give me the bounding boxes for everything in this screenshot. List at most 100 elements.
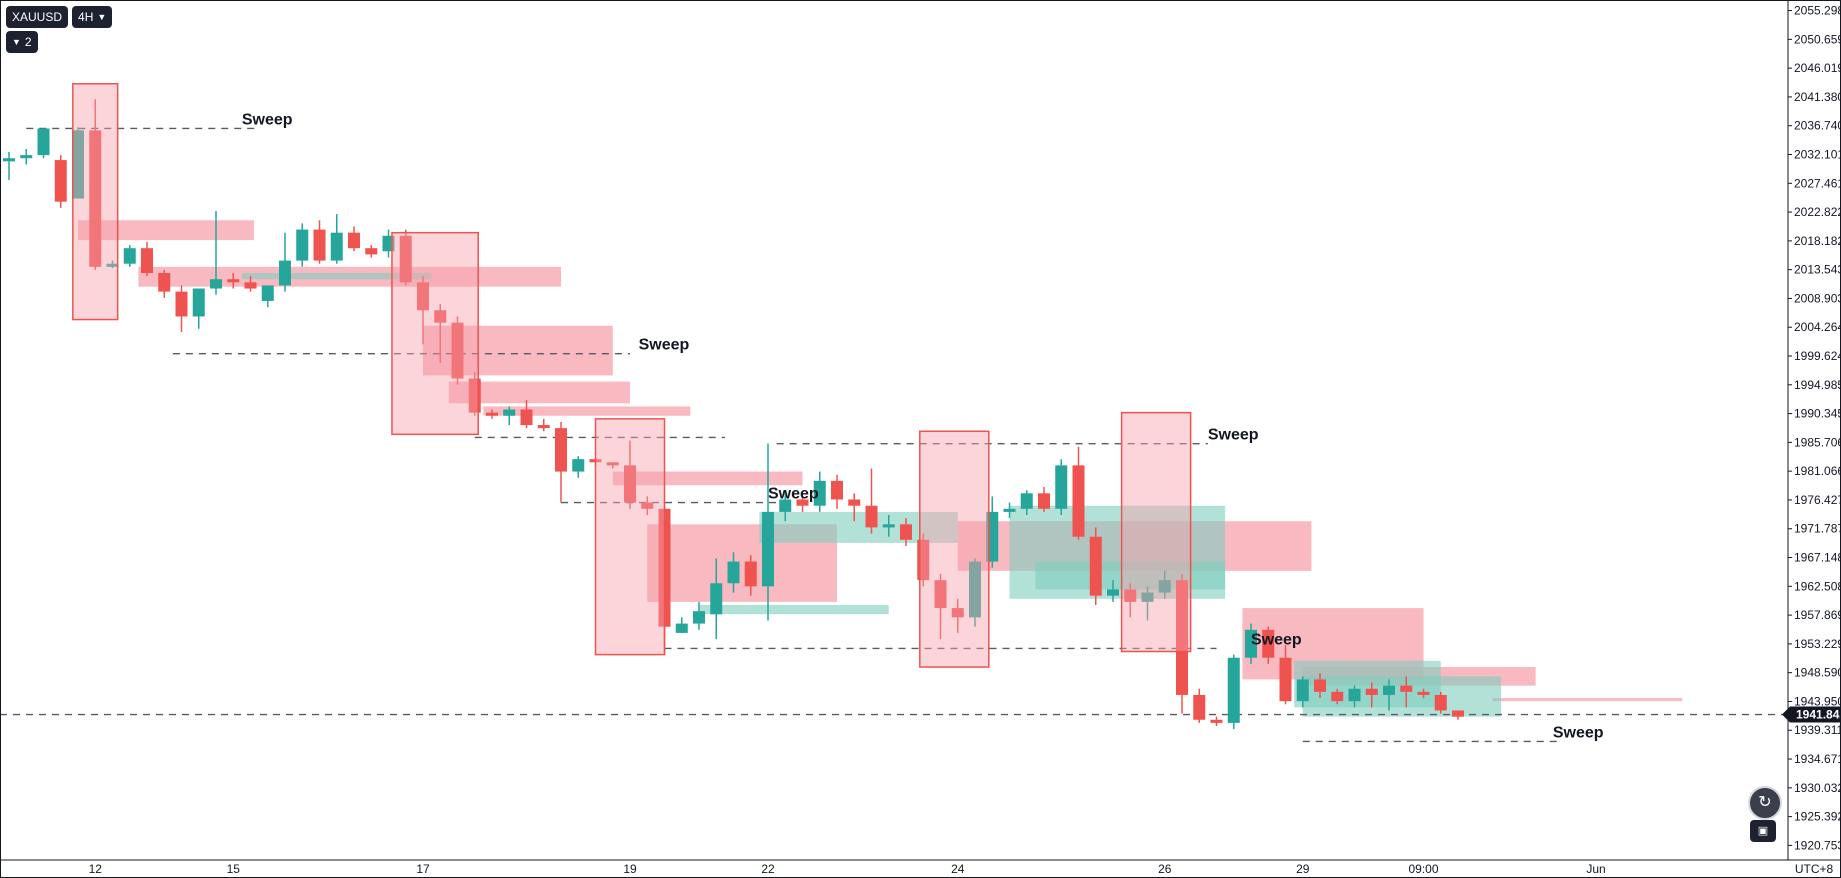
candle <box>1193 688 1206 723</box>
order-block-box <box>1120 411 1192 653</box>
price-tick-label: 1925.392 <box>1794 810 1841 824</box>
candle-body <box>641 502 654 509</box>
candle-body <box>1227 657 1240 723</box>
candle-body <box>848 499 861 506</box>
candle <box>693 601 705 630</box>
candle-body <box>520 409 533 426</box>
candle <box>537 418 550 432</box>
price-tick-label: 2055.298 <box>1794 4 1841 18</box>
chevron-down-icon: ▼ <box>97 12 107 22</box>
candle <box>1124 583 1137 618</box>
price-tick-label: 1967.148 <box>1794 551 1841 565</box>
timezone-label: UTC+8 <box>1795 862 1834 876</box>
candle <box>934 573 947 640</box>
green-zone <box>241 273 432 280</box>
candle-body <box>1141 592 1154 602</box>
price-tick-label: 2046.019 <box>1794 61 1841 75</box>
time-axis[interactable]: 12 15 17 19 22 24 26 29 09:00 Jun UTC+8 <box>0 859 1841 878</box>
candle <box>417 276 429 345</box>
candle-body <box>3 158 15 162</box>
candle-body <box>261 285 274 301</box>
candle-body <box>1383 685 1395 695</box>
candle-body <box>934 580 947 609</box>
price-tick-label: 2050.659 <box>1794 32 1841 46</box>
sweep-labels-layer: Sweep Sweep Sweep Sweep Sweep Sweep <box>242 111 1604 741</box>
candle <box>572 456 585 478</box>
candle <box>1038 487 1050 512</box>
candle <box>606 462 619 469</box>
candle-body <box>969 561 981 618</box>
time-axis-background <box>0 860 1841 878</box>
candle <box>951 598 964 633</box>
candle <box>1141 586 1154 621</box>
candle-body <box>831 480 843 500</box>
current-price-label: 1941.842 <box>1796 708 1841 722</box>
candle-body <box>365 248 378 255</box>
candle-body <box>865 505 878 528</box>
candle <box>1176 573 1188 714</box>
candle <box>210 210 222 295</box>
zones-layer <box>78 220 1683 717</box>
candle <box>54 155 67 208</box>
candle-body <box>1038 493 1050 509</box>
candle <box>555 421 567 503</box>
candle-body <box>123 248 136 264</box>
candle <box>89 99 102 270</box>
sweep-label: Sweep <box>768 486 819 503</box>
price-tick-label: 2022.822 <box>1794 205 1841 219</box>
candle <box>1227 654 1240 730</box>
candle-body <box>1452 710 1464 717</box>
order-block-box <box>919 430 990 668</box>
price-tick-label: 1990.345 <box>1794 407 1841 421</box>
candle-body <box>1089 536 1102 596</box>
candle-body <box>779 499 792 512</box>
price-tick-label: 1957.869 <box>1794 608 1841 622</box>
candle-body <box>555 428 567 472</box>
candle <box>1158 570 1171 599</box>
price-tick-label: 1953.229 <box>1794 637 1841 651</box>
candle <box>1365 682 1378 708</box>
candle <box>848 493 861 522</box>
layers-count: 2 <box>24 35 32 49</box>
auto-scale-icon[interactable]: ▣ <box>1750 820 1776 842</box>
price-tick-label: 2008.903 <box>1794 291 1841 305</box>
candle <box>158 269 171 298</box>
order-block-box <box>72 83 119 321</box>
red-zone <box>78 220 254 241</box>
time-tick-label: 24 <box>951 862 965 876</box>
rotate-icon[interactable]: ↻ <box>1748 786 1782 820</box>
candle-body <box>1158 580 1171 593</box>
candle-body <box>1245 629 1257 658</box>
candle-body <box>210 279 222 289</box>
candle-body <box>744 561 757 587</box>
candle <box>3 152 15 180</box>
current-price-marker <box>1782 706 1841 723</box>
candle-body <box>624 465 636 503</box>
sweep-label: Sweep <box>639 337 690 354</box>
red-zone <box>448 381 630 404</box>
candle-body <box>486 412 498 416</box>
price-tick-label: 1943.950 <box>1794 694 1841 708</box>
time-tick-label: 15 <box>227 862 241 876</box>
candles-layer <box>3 99 1464 730</box>
candle-body <box>451 322 464 379</box>
red-zone <box>1492 698 1683 702</box>
time-tick-label: 09:00 <box>1408 862 1438 876</box>
candle-body <box>1124 589 1137 602</box>
order-block-box <box>391 231 479 436</box>
order-block-box <box>594 418 666 656</box>
sweep-label: Sweep <box>1208 427 1259 444</box>
symbol-button[interactable]: XAUUSD <box>6 6 69 28</box>
candle-body <box>72 130 84 199</box>
candle <box>365 245 378 258</box>
candle <box>434 304 447 363</box>
price-tick-label: 1994.985 <box>1794 378 1841 392</box>
sweep-label: Sweep <box>242 111 293 128</box>
candle <box>1434 691 1447 714</box>
layers-toggle-button[interactable]: ▼ 2 <box>6 31 38 53</box>
red-zone <box>612 471 803 486</box>
interval-button[interactable]: 4H ▼ <box>72 6 113 28</box>
candle <box>192 288 205 329</box>
price-axis[interactable]: 2055.298 2050.659 2046.019 2041.380 2036.740… <box>1782 0 1841 860</box>
